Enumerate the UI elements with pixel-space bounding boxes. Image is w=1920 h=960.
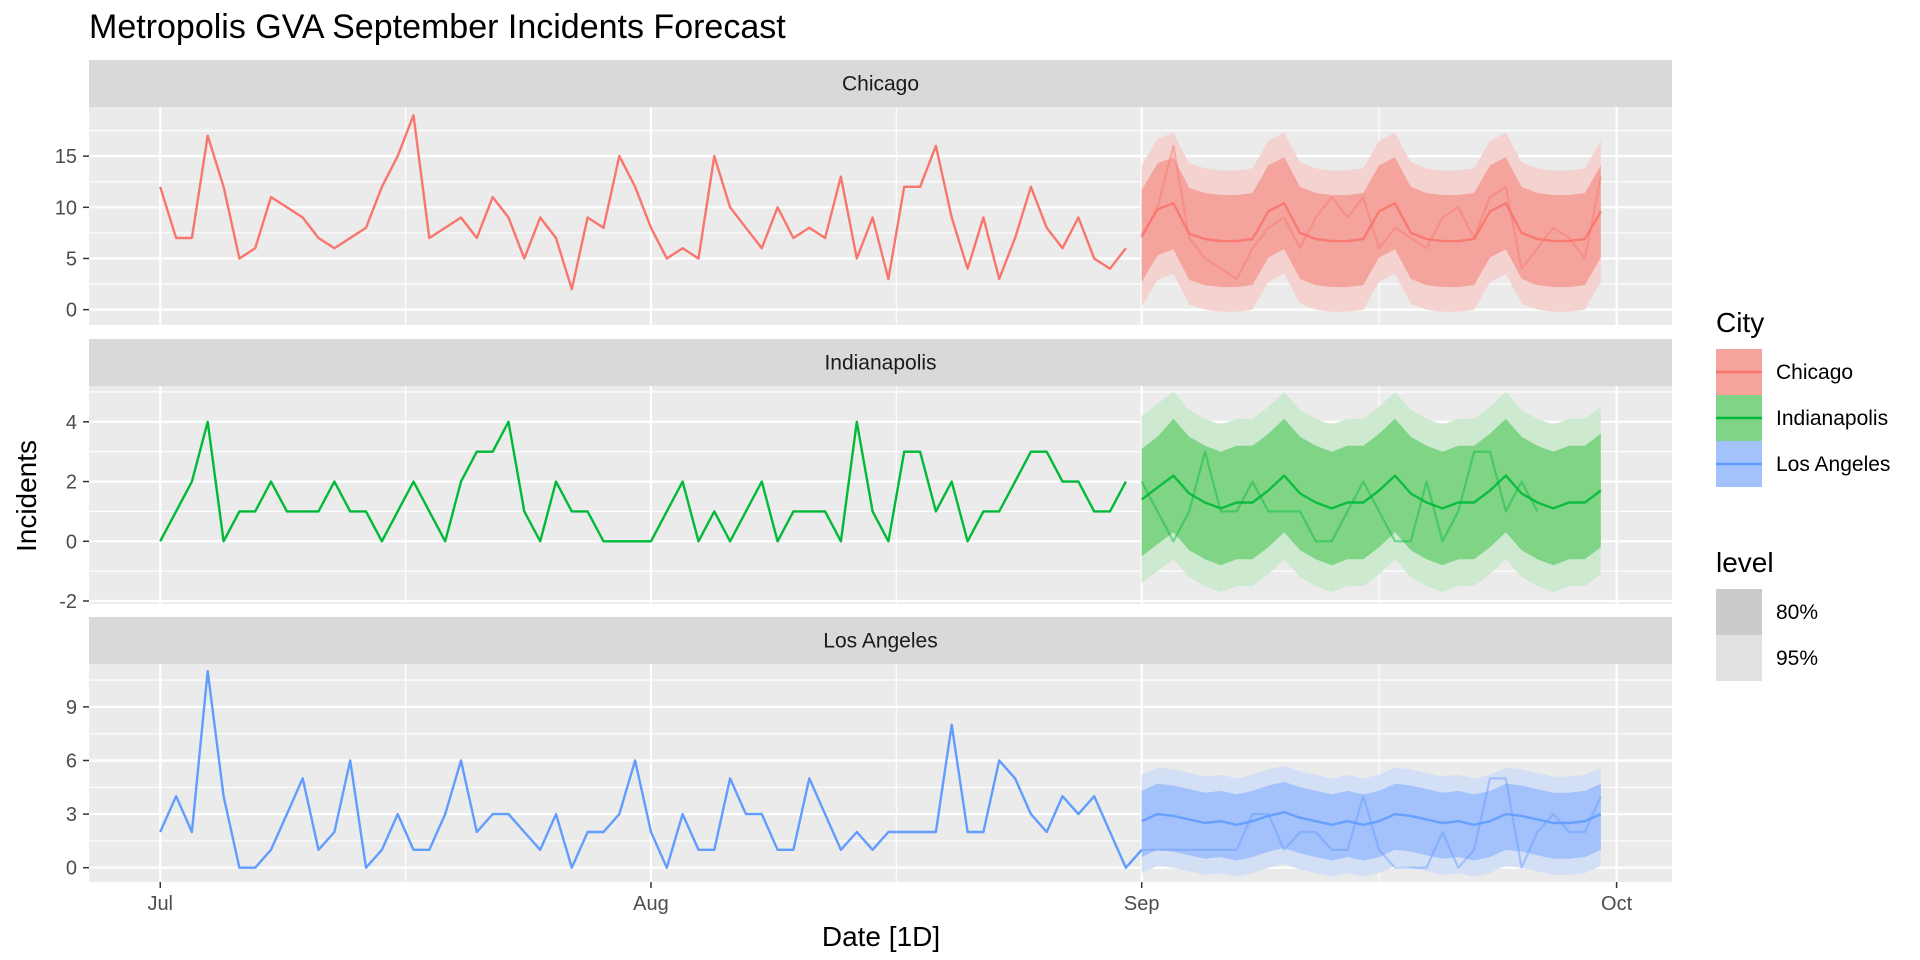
legend-item-level-95-: 95% — [1716, 635, 1818, 681]
x-axis-title: Date [1D] — [822, 921, 940, 952]
x-tick-label: Jul — [147, 893, 173, 915]
legend-item-level-80-: 80% — [1716, 589, 1818, 635]
legend-label: 95% — [1776, 647, 1818, 670]
chart-title: Metropolis GVA September Incidents Forec… — [89, 8, 786, 46]
forecast-line-chicago — [1140, 202, 1602, 243]
x-tick-label: Oct — [1601, 893, 1633, 915]
y-tick-label: 0 — [66, 531, 77, 553]
legend-item-los-angeles: Los Angeles — [1716, 441, 1890, 487]
strip-label-chicago: Chicago — [842, 73, 919, 96]
y-tick-label: 3 — [66, 804, 77, 826]
y-tick-label: 5 — [66, 248, 77, 270]
y-tick-label: 10 — [55, 197, 77, 219]
legend-label: Los Angeles — [1776, 453, 1890, 476]
y-tick-label: 6 — [66, 750, 77, 772]
panel-chicago: Chicago 0 5 10 15 — [55, 60, 1672, 325]
actual-line-chicago — [1140, 144, 1602, 280]
legend-item-indianapolis: Indianapolis — [1716, 395, 1888, 441]
y-tick-label: 2 — [66, 472, 77, 494]
x-axis: Jul Aug Sep Oct — [147, 882, 1633, 915]
actual-line-indianapolis — [1140, 450, 1539, 543]
strip-chicago — [89, 60, 1672, 107]
legend: City level Chicago Indianapolis Los Angele… — [1716, 307, 1890, 681]
y-tick-label: 15 — [55, 146, 77, 168]
band-80-indianapolis — [1141, 418, 1601, 566]
strip-label-los-angeles: Los Angeles — [823, 630, 937, 653]
y-tick-label: 0 — [66, 300, 77, 322]
forecast-line-indianapolis — [1140, 474, 1602, 510]
strip-los-angeles — [89, 617, 1672, 664]
x-tick-label: Aug — [633, 893, 669, 915]
panel-indianapolis: Indianapolis -2 0 2 4 — [59, 339, 1672, 613]
band-80-los-angeles — [1141, 781, 1601, 861]
strip-indianapolis — [89, 339, 1672, 386]
x-tick-label: Sep — [1124, 893, 1160, 915]
panel-los-angeles: Los Angeles 0 3 6 9 — [66, 617, 1672, 882]
legend-title-level: level — [1716, 547, 1774, 578]
y-tick-label: 4 — [66, 412, 77, 434]
legend-key — [1716, 635, 1762, 681]
observed-line-chicago — [159, 114, 1127, 291]
legend-title-city: City — [1716, 307, 1764, 338]
band-80-chicago — [1141, 157, 1601, 288]
legend-item-chicago: Chicago — [1716, 349, 1853, 395]
legend-label: Indianapolis — [1776, 407, 1888, 430]
y-tick-label: 9 — [66, 697, 77, 719]
y-tick-label: 0 — [66, 858, 77, 880]
y-axis-title: Incidents — [11, 440, 42, 552]
legend-key — [1716, 589, 1762, 635]
facet-panels: Chicago 0 5 10 15 Indianapolis -2 0 2 4 Los Angele… — [55, 60, 1672, 882]
forecast-line-los-angeles — [1141, 811, 1602, 826]
y-tick-label: -2 — [59, 591, 77, 613]
legend-label: Chicago — [1776, 361, 1853, 384]
observed-line-los-angeles — [159, 669, 1143, 869]
legend-label: 80% — [1776, 601, 1818, 624]
observed-line-indianapolis — [159, 420, 1127, 543]
strip-label-indianapolis: Indianapolis — [824, 352, 936, 375]
